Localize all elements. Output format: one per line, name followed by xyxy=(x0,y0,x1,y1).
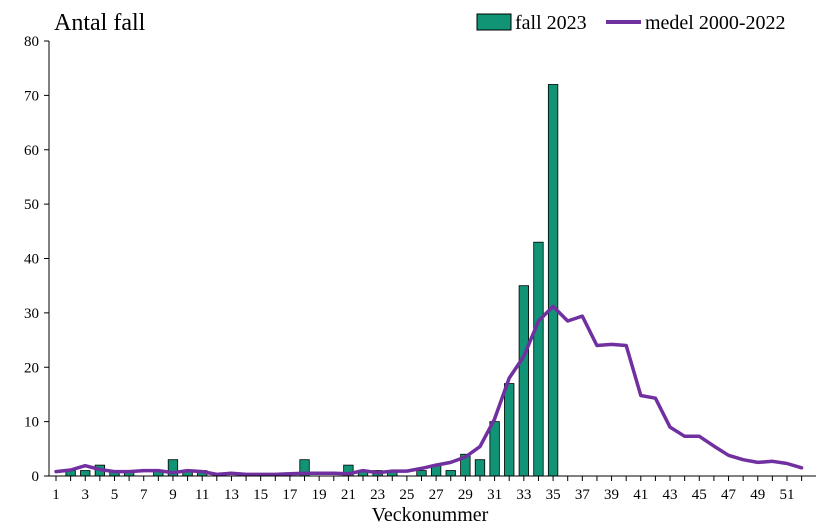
x-tick-label: 9 xyxy=(169,487,177,503)
x-axis-title: Veckonummer xyxy=(372,504,489,526)
y-tick-label: 60 xyxy=(24,143,39,159)
x-tick-label: 21 xyxy=(341,487,356,503)
bar-week-32 xyxy=(504,383,515,477)
x-tick-label: 7 xyxy=(140,487,148,503)
x-tick-label: 43 xyxy=(663,487,678,503)
x-tick-label: 47 xyxy=(721,487,737,503)
bar-week-28 xyxy=(445,470,456,477)
y-tick-label: 50 xyxy=(24,197,39,213)
y-axis: 0 10 20 30 40 50 60 70 80 xyxy=(24,34,49,485)
y-tick-label: 70 xyxy=(24,88,39,104)
bar-series xyxy=(65,84,559,477)
x-tick-label: 41 xyxy=(633,487,648,503)
legend-bar-label: fall 2023 xyxy=(515,12,587,34)
y-tick-label: 10 xyxy=(24,415,39,431)
bar-week-26 xyxy=(416,470,427,477)
legend: fall 2023 medel 2000-2022 xyxy=(476,12,786,34)
y-tick-label: 20 xyxy=(24,360,39,376)
x-tick-label: 13 xyxy=(224,487,239,503)
x-tick-label: 19 xyxy=(312,487,327,503)
bar-week-33 xyxy=(518,285,529,477)
x-tick-label: 33 xyxy=(516,487,531,503)
bar-week-3 xyxy=(80,470,91,477)
x-tick-label: 49 xyxy=(750,487,765,503)
x-tick-label: 15 xyxy=(253,487,268,503)
x-tick-label: 35 xyxy=(546,487,561,503)
chart-title: Antal fall xyxy=(54,10,146,36)
y-tick-label: 30 xyxy=(24,306,39,322)
x-tick-label: 1 xyxy=(52,487,60,503)
y-tick-label: 0 xyxy=(32,469,40,485)
average-line xyxy=(54,304,804,477)
x-tick-label: 17 xyxy=(282,487,298,503)
x-tick-label: 39 xyxy=(604,487,619,503)
x-tick-label: 5 xyxy=(111,487,119,503)
bar-week-34 xyxy=(533,241,544,477)
x-tick-label: 31 xyxy=(487,487,502,503)
y-tick-label: 80 xyxy=(24,34,39,50)
x-tick-label: 27 xyxy=(429,487,445,503)
x-tick-label: 29 xyxy=(458,487,473,503)
x-tick-label: 11 xyxy=(195,487,209,503)
legend-line-label: medel 2000-2022 xyxy=(645,12,786,34)
y-tick-label: 40 xyxy=(24,252,39,268)
bar-week-30 xyxy=(474,459,486,477)
x-tick-label: 51 xyxy=(780,487,795,503)
bar-week-35 xyxy=(547,84,559,477)
x-tick-label: 3 xyxy=(81,487,89,503)
x-tick-label: 25 xyxy=(399,487,414,503)
x-tick-label: 45 xyxy=(692,487,707,503)
x-tick-label: 23 xyxy=(370,487,385,503)
x-tick-label: 37 xyxy=(575,487,591,503)
x-axis: 1 3 5 7 9 11 13 15 17 19 21 23 25 27 29 31 33 35 37 39 41 43 4… xyxy=(52,476,803,503)
legend-bar-swatch xyxy=(476,13,512,31)
bar-week-31 xyxy=(489,421,500,477)
